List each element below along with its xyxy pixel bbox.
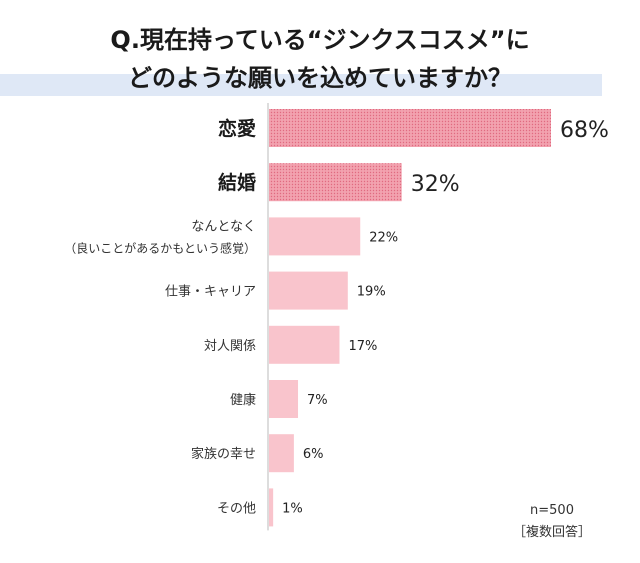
value-label: 68% — [560, 118, 609, 143]
bar-7 — [269, 434, 294, 473]
bar-8 — [269, 488, 274, 527]
bar-1 — [269, 109, 551, 147]
value-label: 22% — [369, 230, 398, 245]
value-label: 19% — [357, 285, 386, 300]
chart-title-line-2: どのような願いを込めていますか？ — [128, 64, 512, 92]
category-sublabel: （良いことがあるかもという感覚） — [64, 240, 256, 255]
category-label: なんとなく — [191, 219, 256, 234]
category-label: 結婚 — [218, 171, 256, 194]
category-label: 恋愛 — [218, 117, 256, 140]
category-label: 家族の幸せ — [191, 446, 256, 462]
category-label: 対人関係 — [204, 339, 256, 354]
category-label: その他 — [217, 501, 256, 516]
multiple-answer-note: ［複数回答］ — [512, 525, 591, 540]
chart-title-line-1: Q.現在持っている“ジンクスコスメ”に — [110, 26, 530, 54]
value-label: 17% — [349, 339, 378, 354]
value-label: 6% — [303, 447, 324, 462]
value-label: 7% — [307, 393, 328, 408]
sample-size-note: n=500 — [530, 503, 574, 518]
value-label: 1% — [282, 501, 303, 516]
bar-3 — [269, 217, 361, 256]
value-label: 32% — [411, 172, 460, 197]
category-label: 健康 — [230, 392, 256, 408]
bar-4 — [269, 271, 348, 310]
title-highlight-band — [0, 74, 602, 96]
bar-5 — [269, 325, 340, 364]
bar-6 — [269, 380, 299, 418]
category-label: 仕事・キャリア — [165, 285, 256, 300]
bar-2 — [269, 163, 402, 202]
